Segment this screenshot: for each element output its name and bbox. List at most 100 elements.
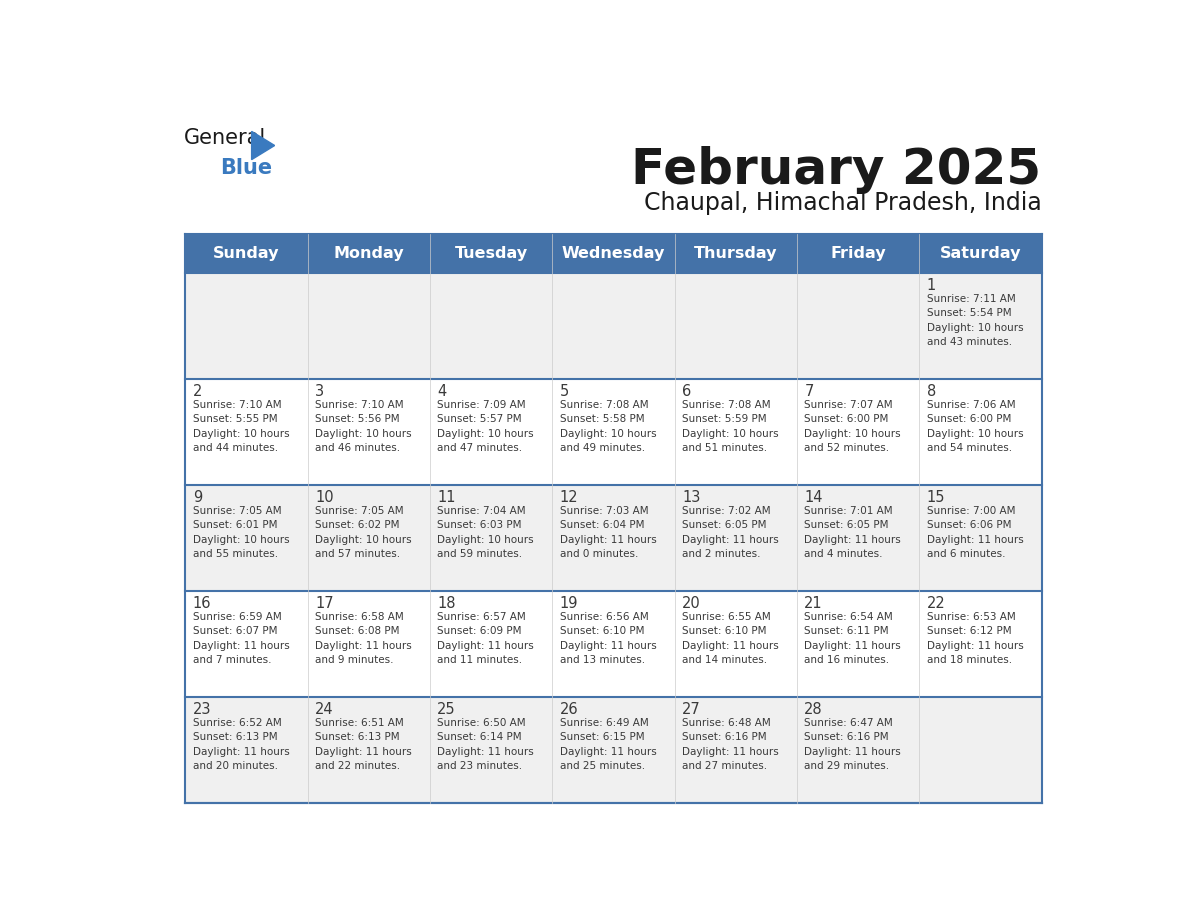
Text: Sunrise: 6:55 AM
Sunset: 6:10 PM
Daylight: 11 hours
and 14 minutes.: Sunrise: 6:55 AM Sunset: 6:10 PM Dayligh…	[682, 612, 778, 666]
Bar	[920, 379, 1042, 485]
Text: 27: 27	[682, 701, 701, 717]
Bar	[552, 591, 675, 697]
Bar	[797, 379, 920, 485]
Bar	[430, 697, 552, 803]
Bar	[675, 234, 797, 273]
Text: 18: 18	[437, 596, 456, 610]
Text: Sunrise: 7:08 AM
Sunset: 5:58 PM
Daylight: 10 hours
and 49 minutes.: Sunrise: 7:08 AM Sunset: 5:58 PM Dayligh…	[560, 400, 656, 453]
Text: 28: 28	[804, 701, 823, 717]
Text: Sunrise: 6:52 AM
Sunset: 6:13 PM
Daylight: 11 hours
and 20 minutes.: Sunrise: 6:52 AM Sunset: 6:13 PM Dayligh…	[192, 718, 290, 771]
Text: 23: 23	[192, 701, 211, 717]
Text: 15: 15	[927, 489, 946, 505]
Text: Sunrise: 7:11 AM
Sunset: 5:54 PM
Daylight: 10 hours
and 43 minutes.: Sunrise: 7:11 AM Sunset: 5:54 PM Dayligh…	[927, 294, 1023, 347]
Text: 14: 14	[804, 489, 823, 505]
Bar	[185, 697, 308, 803]
Text: 19: 19	[560, 596, 579, 610]
Text: 8: 8	[927, 384, 936, 398]
Bar	[430, 234, 552, 273]
Bar	[675, 697, 797, 803]
Bar	[920, 697, 1042, 803]
Text: Sunrise: 7:06 AM
Sunset: 6:00 PM
Daylight: 10 hours
and 54 minutes.: Sunrise: 7:06 AM Sunset: 6:00 PM Dayligh…	[927, 400, 1023, 453]
Bar	[797, 697, 920, 803]
Text: 21: 21	[804, 596, 823, 610]
Bar	[797, 273, 920, 379]
Bar	[675, 485, 797, 591]
Text: Friday: Friday	[830, 246, 886, 261]
Text: 3: 3	[315, 384, 324, 398]
Text: Sunrise: 6:58 AM
Sunset: 6:08 PM
Daylight: 11 hours
and 9 minutes.: Sunrise: 6:58 AM Sunset: 6:08 PM Dayligh…	[315, 612, 412, 666]
Bar	[308, 697, 430, 803]
Bar	[430, 591, 552, 697]
Bar	[308, 591, 430, 697]
Text: Sunrise: 7:09 AM
Sunset: 5:57 PM
Daylight: 10 hours
and 47 minutes.: Sunrise: 7:09 AM Sunset: 5:57 PM Dayligh…	[437, 400, 533, 453]
Bar	[552, 273, 675, 379]
Text: 4: 4	[437, 384, 447, 398]
Text: 1: 1	[927, 277, 936, 293]
Bar	[430, 485, 552, 591]
Bar	[797, 485, 920, 591]
Text: General: General	[183, 128, 266, 148]
Text: Sunrise: 6:57 AM
Sunset: 6:09 PM
Daylight: 11 hours
and 11 minutes.: Sunrise: 6:57 AM Sunset: 6:09 PM Dayligh…	[437, 612, 535, 666]
Bar	[308, 485, 430, 591]
Text: 11: 11	[437, 489, 456, 505]
Bar	[185, 379, 308, 485]
Text: Sunrise: 7:08 AM
Sunset: 5:59 PM
Daylight: 10 hours
and 51 minutes.: Sunrise: 7:08 AM Sunset: 5:59 PM Dayligh…	[682, 400, 778, 453]
Bar	[920, 273, 1042, 379]
Bar	[552, 697, 675, 803]
Text: Sunrise: 6:51 AM
Sunset: 6:13 PM
Daylight: 11 hours
and 22 minutes.: Sunrise: 6:51 AM Sunset: 6:13 PM Dayligh…	[315, 718, 412, 771]
Text: Monday: Monday	[334, 246, 404, 261]
Text: February 2025: February 2025	[632, 145, 1042, 194]
Text: 17: 17	[315, 596, 334, 610]
Bar	[552, 485, 675, 591]
Text: 2: 2	[192, 384, 202, 398]
Bar	[797, 591, 920, 697]
Text: Sunrise: 7:05 AM
Sunset: 6:01 PM
Daylight: 10 hours
and 55 minutes.: Sunrise: 7:05 AM Sunset: 6:01 PM Dayligh…	[192, 506, 290, 559]
Text: Sunrise: 6:53 AM
Sunset: 6:12 PM
Daylight: 11 hours
and 18 minutes.: Sunrise: 6:53 AM Sunset: 6:12 PM Dayligh…	[927, 612, 1023, 666]
Text: Tuesday: Tuesday	[455, 246, 527, 261]
Text: Thursday: Thursday	[694, 246, 777, 261]
Bar	[920, 485, 1042, 591]
Text: Sunrise: 6:49 AM
Sunset: 6:15 PM
Daylight: 11 hours
and 25 minutes.: Sunrise: 6:49 AM Sunset: 6:15 PM Dayligh…	[560, 718, 657, 771]
Bar	[797, 234, 920, 273]
Text: Sunrise: 7:10 AM
Sunset: 5:56 PM
Daylight: 10 hours
and 46 minutes.: Sunrise: 7:10 AM Sunset: 5:56 PM Dayligh…	[315, 400, 411, 453]
Bar	[675, 379, 797, 485]
Bar	[430, 379, 552, 485]
Text: 5: 5	[560, 384, 569, 398]
Text: Sunrise: 7:00 AM
Sunset: 6:06 PM
Daylight: 11 hours
and 6 minutes.: Sunrise: 7:00 AM Sunset: 6:06 PM Dayligh…	[927, 506, 1023, 559]
Text: Wednesday: Wednesday	[562, 246, 665, 261]
Text: Sunrise: 6:59 AM
Sunset: 6:07 PM
Daylight: 11 hours
and 7 minutes.: Sunrise: 6:59 AM Sunset: 6:07 PM Dayligh…	[192, 612, 290, 666]
Text: Chaupal, Himachal Pradesh, India: Chaupal, Himachal Pradesh, India	[644, 192, 1042, 216]
Text: Sunrise: 6:47 AM
Sunset: 6:16 PM
Daylight: 11 hours
and 29 minutes.: Sunrise: 6:47 AM Sunset: 6:16 PM Dayligh…	[804, 718, 901, 771]
Bar	[185, 273, 308, 379]
Bar	[430, 273, 552, 379]
Bar	[675, 591, 797, 697]
Bar	[185, 591, 308, 697]
Text: Sunrise: 7:07 AM
Sunset: 6:00 PM
Daylight: 10 hours
and 52 minutes.: Sunrise: 7:07 AM Sunset: 6:00 PM Dayligh…	[804, 400, 901, 453]
Text: 25: 25	[437, 701, 456, 717]
Text: 10: 10	[315, 489, 334, 505]
Text: 9: 9	[192, 489, 202, 505]
Text: Sunrise: 6:50 AM
Sunset: 6:14 PM
Daylight: 11 hours
and 23 minutes.: Sunrise: 6:50 AM Sunset: 6:14 PM Dayligh…	[437, 718, 535, 771]
Text: Sunrise: 7:02 AM
Sunset: 6:05 PM
Daylight: 11 hours
and 2 minutes.: Sunrise: 7:02 AM Sunset: 6:05 PM Dayligh…	[682, 506, 778, 559]
Text: Saturday: Saturday	[940, 246, 1022, 261]
Bar	[920, 234, 1042, 273]
Bar	[308, 379, 430, 485]
Text: Sunrise: 6:56 AM
Sunset: 6:10 PM
Daylight: 11 hours
and 13 minutes.: Sunrise: 6:56 AM Sunset: 6:10 PM Dayligh…	[560, 612, 657, 666]
Text: 6: 6	[682, 384, 691, 398]
Text: Blue: Blue	[220, 158, 272, 178]
Text: Sunrise: 7:10 AM
Sunset: 5:55 PM
Daylight: 10 hours
and 44 minutes.: Sunrise: 7:10 AM Sunset: 5:55 PM Dayligh…	[192, 400, 290, 453]
Text: 20: 20	[682, 596, 701, 610]
Bar	[552, 234, 675, 273]
Bar	[308, 273, 430, 379]
Text: 12: 12	[560, 489, 579, 505]
Bar	[552, 379, 675, 485]
Text: Sunrise: 7:05 AM
Sunset: 6:02 PM
Daylight: 10 hours
and 57 minutes.: Sunrise: 7:05 AM Sunset: 6:02 PM Dayligh…	[315, 506, 411, 559]
Text: 13: 13	[682, 489, 701, 505]
Text: 7: 7	[804, 384, 814, 398]
Text: Sunrise: 7:03 AM
Sunset: 6:04 PM
Daylight: 11 hours
and 0 minutes.: Sunrise: 7:03 AM Sunset: 6:04 PM Dayligh…	[560, 506, 657, 559]
Text: 24: 24	[315, 701, 334, 717]
Bar	[185, 234, 308, 273]
Text: Sunrise: 6:54 AM
Sunset: 6:11 PM
Daylight: 11 hours
and 16 minutes.: Sunrise: 6:54 AM Sunset: 6:11 PM Dayligh…	[804, 612, 901, 666]
Bar	[675, 273, 797, 379]
Text: 22: 22	[927, 596, 946, 610]
